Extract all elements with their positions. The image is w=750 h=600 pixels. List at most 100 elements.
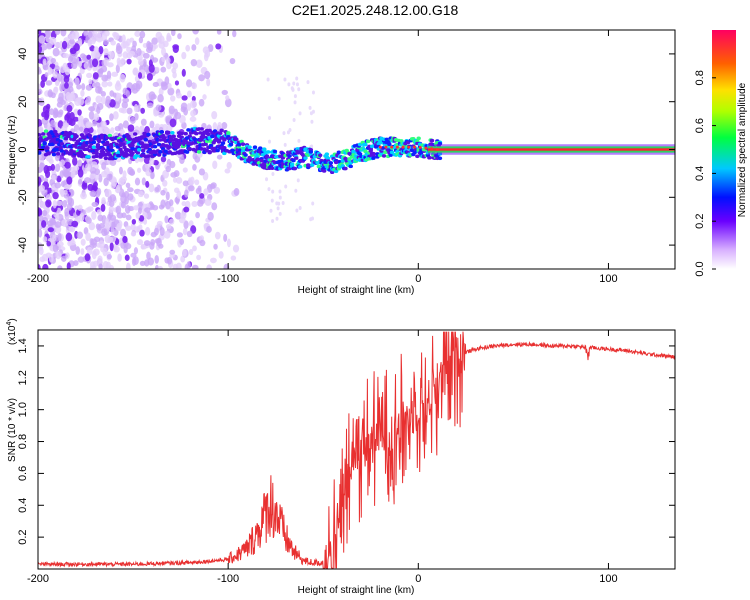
spectrogram-cell bbox=[45, 199, 52, 208]
spectrogram-cell bbox=[198, 98, 205, 107]
spectrogram-cell bbox=[190, 58, 198, 67]
spectrogram-cell bbox=[47, 89, 53, 98]
spectrogram-cell bbox=[81, 83, 86, 91]
spectrogram-cell bbox=[268, 139, 272, 144]
spectrogram-cell bbox=[136, 239, 144, 246]
spectrogram-cell bbox=[133, 247, 139, 255]
spectrogram-cell bbox=[135, 150, 141, 155]
spectrogram-cell bbox=[186, 261, 191, 269]
spectrogram-cell bbox=[306, 80, 310, 85]
spectrogram-cell bbox=[165, 200, 171, 210]
spectrogram-cell bbox=[52, 191, 59, 200]
spectrogram-cell bbox=[45, 252, 52, 258]
spectrogram-cell bbox=[55, 200, 63, 207]
spectrogram-cell bbox=[92, 120, 98, 127]
spectrogram-cell bbox=[188, 185, 195, 192]
spectrogram-cell bbox=[115, 64, 120, 74]
spectrogram-cell bbox=[75, 246, 81, 255]
spectrogram-cell bbox=[69, 47, 77, 55]
spectrogram-cell bbox=[177, 33, 182, 40]
spectrogram-cell bbox=[97, 139, 102, 144]
bottom-ytick-label-0: 0.2 bbox=[17, 529, 29, 544]
spectrogram-cell bbox=[229, 58, 236, 65]
spectrogram-cell bbox=[70, 171, 76, 178]
bottom-ytick-label-5: 1.2 bbox=[17, 370, 29, 385]
spectrogram-cell bbox=[164, 215, 169, 224]
spectrogram-cell bbox=[266, 150, 271, 154]
spectrogram-cell bbox=[152, 204, 159, 211]
spectrogram-cell bbox=[188, 220, 194, 227]
spectrogram-cell bbox=[49, 36, 57, 45]
spectrogram-cell bbox=[76, 84, 82, 90]
spectrogram-cell bbox=[117, 60, 125, 67]
spectrogram-cell bbox=[86, 54, 92, 60]
spectrogram-cell bbox=[181, 68, 186, 77]
spectrogram-cell bbox=[213, 186, 221, 194]
spectrogram-cell bbox=[144, 226, 151, 236]
spectrogram-cell bbox=[59, 141, 65, 146]
spectrogram-cell bbox=[86, 72, 93, 79]
spectrogram-cell bbox=[117, 253, 122, 262]
spectrogram-cell bbox=[186, 230, 193, 238]
spectrogram-cell bbox=[77, 204, 83, 211]
spectrogram-cell bbox=[120, 194, 127, 204]
bottom-ytick-label-2: 0.6 bbox=[17, 466, 29, 481]
bottom-x-axis-label: Height of straight line (km) bbox=[298, 585, 415, 596]
spectrogram-cell bbox=[85, 84, 93, 91]
spectrogram-cell bbox=[43, 129, 49, 133]
spectrogram-cell bbox=[276, 206, 280, 211]
spectrogram-cell bbox=[143, 193, 150, 199]
spectrogram-cell bbox=[139, 30, 146, 39]
spectrogram-cell bbox=[160, 189, 166, 196]
spectrogram-cell bbox=[218, 251, 224, 259]
spectrogram-cell bbox=[381, 154, 387, 158]
spectrogram-cell bbox=[46, 151, 51, 155]
spectrogram-cell bbox=[174, 111, 182, 120]
spectrogram-cell bbox=[165, 191, 170, 201]
spectrogram-cell bbox=[94, 168, 101, 176]
spectrogram-cell bbox=[232, 30, 237, 38]
spectrogram-cell bbox=[52, 107, 58, 116]
spectrogram-cell bbox=[127, 166, 134, 175]
spectrogram-cell bbox=[162, 135, 167, 140]
spectrogram-cell bbox=[86, 246, 93, 256]
spectrogram-cell bbox=[270, 166, 275, 170]
spectrogram-cell bbox=[38, 44, 42, 54]
spectrogram-cell bbox=[50, 119, 56, 128]
spectrogram-cell bbox=[174, 211, 182, 220]
spectrogram-cell bbox=[138, 36, 144, 44]
spectrogram-cell bbox=[295, 208, 299, 213]
spectrogram-cell bbox=[262, 147, 267, 151]
spectrogram-cell bbox=[190, 110, 196, 118]
spectrogram-cell bbox=[124, 153, 130, 157]
spectrogram-cell bbox=[108, 205, 115, 214]
spectrogram-cell bbox=[166, 130, 171, 135]
spectrogram-cell bbox=[139, 229, 145, 237]
spectrogram-cell bbox=[255, 157, 260, 162]
spectrogram-cell bbox=[197, 185, 202, 192]
spectrogram-cell bbox=[174, 80, 180, 86]
spectrogram-cell bbox=[131, 218, 137, 225]
spectrogram-cell bbox=[89, 173, 96, 180]
spectrogram-cell bbox=[101, 150, 106, 155]
spectrogram-cell bbox=[116, 212, 124, 219]
spectrogram-cell bbox=[77, 256, 85, 263]
spectrogram-cell bbox=[47, 134, 53, 138]
spectrogram-cell bbox=[371, 156, 376, 160]
spectrogram-cell bbox=[122, 145, 127, 150]
spectrogram-cell bbox=[191, 95, 196, 102]
spectrogram-cell bbox=[412, 145, 416, 149]
spectrogram-cell bbox=[38, 151, 42, 155]
spectrogram-cell bbox=[55, 163, 61, 173]
spectrogram-cell bbox=[87, 39, 93, 48]
spectrogram-cell bbox=[124, 205, 131, 214]
spectrogram-cell bbox=[363, 142, 368, 147]
spectrogram-cell bbox=[101, 147, 106, 151]
spectrogram-cell bbox=[111, 71, 119, 77]
spectrogram-cell bbox=[106, 254, 113, 260]
spectrogram-cell bbox=[317, 153, 323, 158]
spectrogram-cell bbox=[216, 154, 223, 160]
spectrogram-cell bbox=[215, 43, 222, 50]
spectrogram-cell bbox=[86, 154, 91, 159]
spectrogram-cell bbox=[61, 219, 69, 227]
